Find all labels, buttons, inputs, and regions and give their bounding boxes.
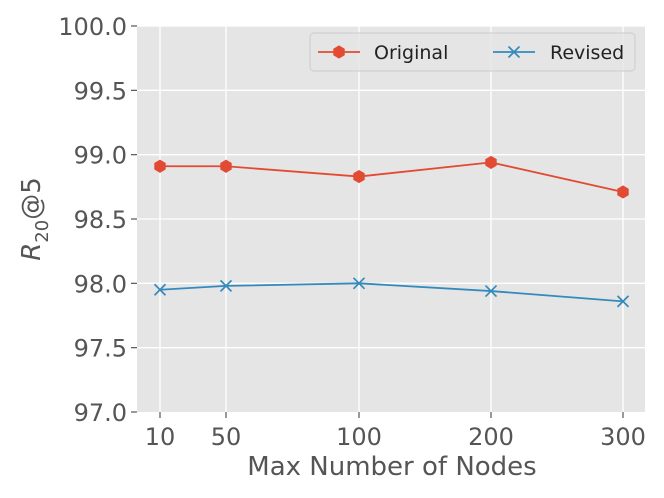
x-tick-label: 300 [600, 423, 646, 451]
legend-label-revised: Revised [550, 42, 624, 64]
data-point-revised [352, 277, 366, 290]
data-point-original [617, 185, 629, 199]
y-tick-label: 98.0 [74, 270, 127, 298]
y-tick-label: 97.0 [74, 399, 127, 427]
data-point-original [154, 159, 166, 173]
y-axis-label-base: R [17, 243, 47, 261]
y-tick-label: 99.0 [74, 142, 127, 170]
legend-entry-original: Original [318, 42, 448, 64]
y-tick-label: 98.5 [74, 206, 127, 234]
x-tick-label: 100 [336, 423, 382, 451]
data-point-revised [616, 295, 630, 308]
y-tick-label: 97.5 [74, 335, 127, 363]
legend-marker-original [333, 45, 345, 59]
legend-label-original: Original [374, 42, 448, 64]
legend: Original Revised [309, 32, 636, 72]
y-tick-label: 100.0 [58, 13, 127, 41]
data-point-revised [153, 283, 167, 296]
grid-lines [137, 25, 645, 412]
series-group [153, 155, 630, 308]
y-axis-ticks: 97.0 97.5 98.0 98.5 99.0 99.5 100.0 [58, 13, 137, 427]
legend-marker-revised [507, 45, 521, 59]
y-tick-label: 99.5 [74, 77, 127, 105]
y-axis-label-sub: 20 [32, 220, 53, 243]
x-tick-label: 10 [145, 423, 176, 451]
x-tick-label: 50 [211, 423, 242, 451]
x-tick-label: 200 [468, 423, 514, 451]
data-point-original [353, 169, 365, 184]
y-axis-label: R20@5 [17, 177, 53, 261]
data-point-revised [484, 284, 498, 298]
y-axis-label-rest: @5 [17, 177, 47, 220]
legend-box [309, 32, 636, 72]
data-point-revised [219, 279, 233, 293]
data-point-original [485, 155, 497, 169]
data-point-original [220, 159, 232, 173]
x-axis-label: Max Number of Nodes [247, 452, 536, 482]
legend-entry-revised: Revised [493, 42, 624, 64]
x-axis-ticks: 10 50 100 200 300 [145, 412, 646, 451]
